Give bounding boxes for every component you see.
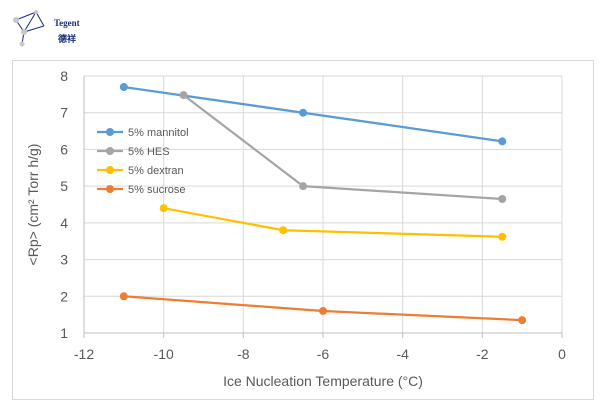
legend-swatch-marker	[106, 147, 114, 155]
data-point	[279, 226, 288, 235]
x-tick-label: 0	[558, 346, 566, 362]
data-point	[299, 108, 308, 117]
data-point	[299, 182, 308, 191]
legend-label: 5% HES	[128, 146, 170, 158]
y-tick-label: 5	[60, 178, 68, 194]
x-tick-label: -4	[396, 346, 409, 362]
data-point	[159, 204, 168, 213]
data-point	[119, 83, 128, 92]
legend-label: 5% sucrose	[128, 184, 185, 196]
x-tick-label: -2	[476, 346, 489, 362]
data-point	[518, 316, 527, 325]
y-tick-label: 4	[60, 215, 68, 231]
x-tick-label: -6	[317, 346, 330, 362]
legend: 5% mannitol 5% HES 5% dextran 5% sucrose	[97, 127, 189, 196]
y-axis-title: <Rp> (cm² Torr h/g)	[25, 144, 41, 266]
x-tick-label: -10	[154, 346, 174, 362]
y-tick-label: 8	[60, 68, 68, 84]
legend-swatch-marker	[106, 128, 114, 136]
tegent-logo: Tegent 德祥	[10, 8, 80, 48]
y-tick-label: 2	[60, 288, 68, 304]
y-tick-label: 7	[60, 105, 68, 121]
y-tick-label: 6	[60, 141, 68, 157]
data-point	[498, 194, 507, 203]
data-point	[498, 137, 507, 146]
y-tick-label: 1	[60, 325, 68, 341]
molecule-icon	[13, 10, 45, 47]
legend-swatch-marker	[106, 185, 114, 193]
data-point	[498, 232, 507, 241]
series-line-1	[182, 94, 503, 201]
logo-name-en: Tegent	[54, 18, 80, 28]
x-tick-label: -8	[237, 346, 250, 362]
y-tick-label: 3	[60, 252, 68, 268]
axes	[83, 76, 563, 338]
data-point	[119, 292, 128, 301]
x-tick-label: -12	[74, 346, 94, 362]
logo-name-cn: 德祥	[58, 35, 77, 45]
data-point	[179, 91, 188, 100]
x-axis-title: Ice Nucleation Temperature (°C)	[223, 373, 423, 389]
series-lines	[119, 83, 527, 325]
chart-frame	[12, 60, 594, 400]
legend-label: 5% mannitol	[128, 127, 189, 139]
tick-labels: 1 2 3 4 5 6 7 8 -12 -10 -8 -6 -4 -2 0	[60, 68, 566, 362]
legend-label: 5% dextran	[128, 165, 184, 177]
legend-swatch-marker	[106, 166, 114, 174]
data-point	[319, 306, 327, 315]
gridlines	[84, 75, 563, 333]
